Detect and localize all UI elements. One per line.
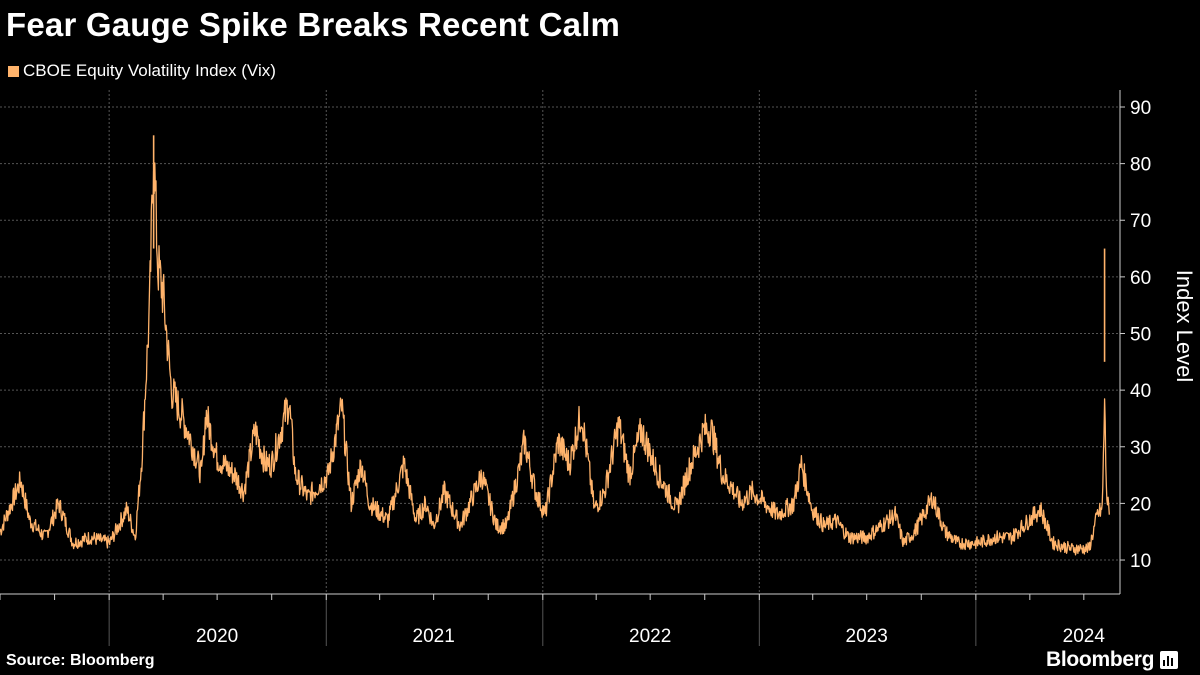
logo-text: Bloomberg [1046, 648, 1155, 671]
y-tick-label: 80 [1130, 155, 1151, 176]
axes: 10 20 30 40 50 60 70 80 90 2020 2021 2022 2023 2024 [0, 90, 1151, 647]
x-tick-label: 2024 [1063, 626, 1106, 647]
x-tick-label: 2022 [629, 626, 671, 647]
chart-title: Fear Gauge Spike Breaks Recent Calm [6, 6, 621, 43]
bloomberg-logo: Bloomberg [1046, 648, 1179, 672]
x-tick-label: 2020 [196, 626, 238, 647]
y-tick-label: 40 [1130, 381, 1151, 402]
series-layer [0, 135, 1110, 556]
y-tick-label: 20 [1130, 494, 1151, 515]
y-tick-label: 70 [1130, 211, 1151, 232]
y-tick-label: 60 [1130, 268, 1151, 289]
y-axis-label: Index Level [1172, 270, 1197, 383]
x-tick-label: 2021 [413, 626, 455, 647]
source-note: Source: Bloomberg [6, 652, 155, 669]
y-tick-label: 50 [1130, 325, 1151, 346]
legend-swatch [8, 65, 19, 77]
vix-series-line [0, 162, 1110, 556]
legend: CBOE Equity Volatility Index (Vix) [8, 61, 276, 81]
y-tick-label: 90 [1130, 98, 1151, 119]
y-tick-label: 30 [1130, 438, 1151, 459]
x-tick-label: 2023 [846, 626, 888, 647]
legend-label: CBOE Equity Volatility Index (Vix) [23, 61, 276, 80]
bar-chart-icon [1160, 651, 1179, 669]
y-tick-label: 10 [1130, 551, 1151, 572]
